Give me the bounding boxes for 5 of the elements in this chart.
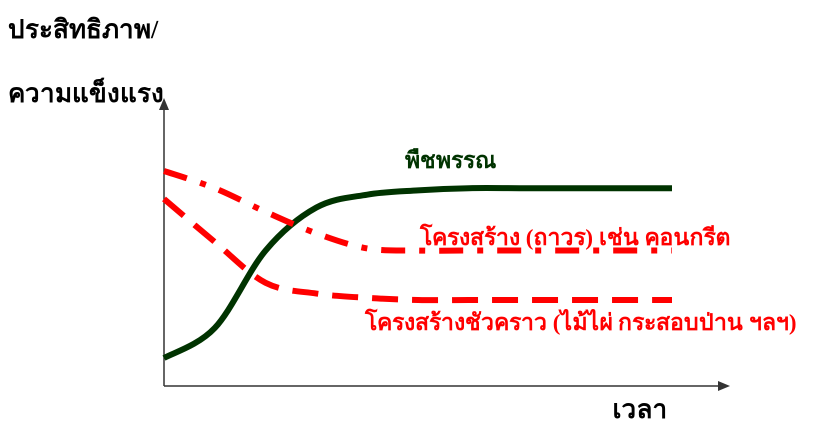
series-label: โครงสร้างชัวคราว (ไม้ไผ่ กระสอบป่าน ฯลฯ) (364, 308, 797, 335)
x-axis-title: เวลา (612, 395, 668, 421)
series-label: พืชพรรณ (405, 148, 496, 173)
series-label: โครงสร้าง (ถาวร) เช่น คอนกรีต (419, 223, 731, 250)
text: ประสิทธิภาพ/ความแข็งแรง (8, 15, 164, 108)
